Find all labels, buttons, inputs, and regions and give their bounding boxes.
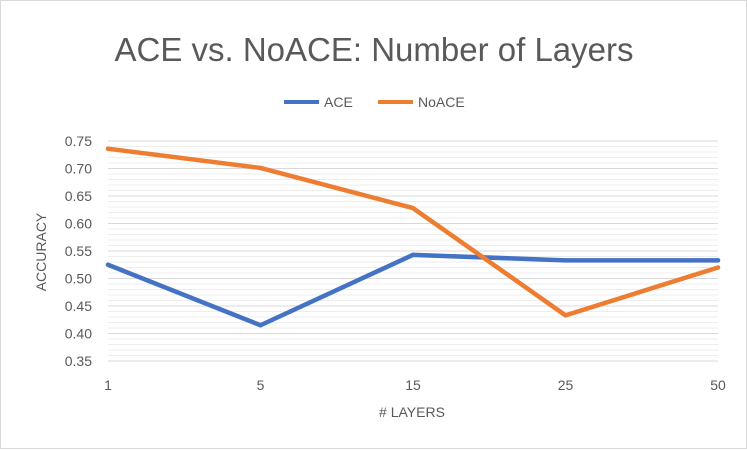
- y-tick-label: 0.70: [65, 161, 92, 177]
- legend: ACE NoACE: [284, 94, 465, 110]
- y-axis-tick-labels: 0.35 0.40 0.45 0.50 0.55 0.60 0.65 0.70 0.75: [65, 133, 92, 369]
- x-tick-label: 5: [257, 377, 265, 393]
- y-tick-label: 0.45: [65, 298, 92, 314]
- data-point-ace: [105, 262, 111, 267]
- y-axis-title: ACCURACY: [33, 212, 49, 291]
- chart-title: ACE vs. NoACE: Number of Layers: [114, 31, 633, 68]
- x-axis-tick-labels: 1 5 15 25 50: [104, 377, 726, 393]
- legend-noace-label: NoACE: [418, 94, 465, 110]
- data-point-noace: [105, 146, 111, 151]
- x-tick-label: 15: [405, 377, 421, 393]
- legend-ace-label: ACE: [324, 94, 353, 110]
- data-point-noace: [715, 265, 721, 270]
- series-line-ace: [105, 252, 721, 328]
- y-tick-label: 0.50: [65, 271, 92, 287]
- data-point-noace: [563, 313, 568, 318]
- y-tick-label: 0.35: [65, 353, 92, 369]
- data-point-ace: [410, 252, 416, 258]
- gridlines: [108, 140, 718, 362]
- y-tick-label: 0.60: [65, 216, 92, 232]
- x-tick-label: 25: [558, 377, 574, 393]
- x-tick-label: 50: [710, 377, 726, 393]
- data-point-ace: [258, 323, 263, 328]
- x-axis-title: # LAYERS: [379, 404, 445, 420]
- data-point-ace: [563, 258, 568, 263]
- y-tick-label: 0.75: [65, 133, 92, 149]
- x-tick-label: 1: [104, 377, 112, 393]
- y-tick-label: 0.55: [65, 243, 92, 259]
- data-point-noace: [258, 165, 263, 171]
- data-point-noace: [410, 205, 416, 211]
- series-lines: [105, 146, 721, 328]
- y-tick-label: 0.65: [65, 188, 92, 204]
- y-tick-label: 0.40: [65, 326, 92, 342]
- data-point-ace: [715, 258, 721, 263]
